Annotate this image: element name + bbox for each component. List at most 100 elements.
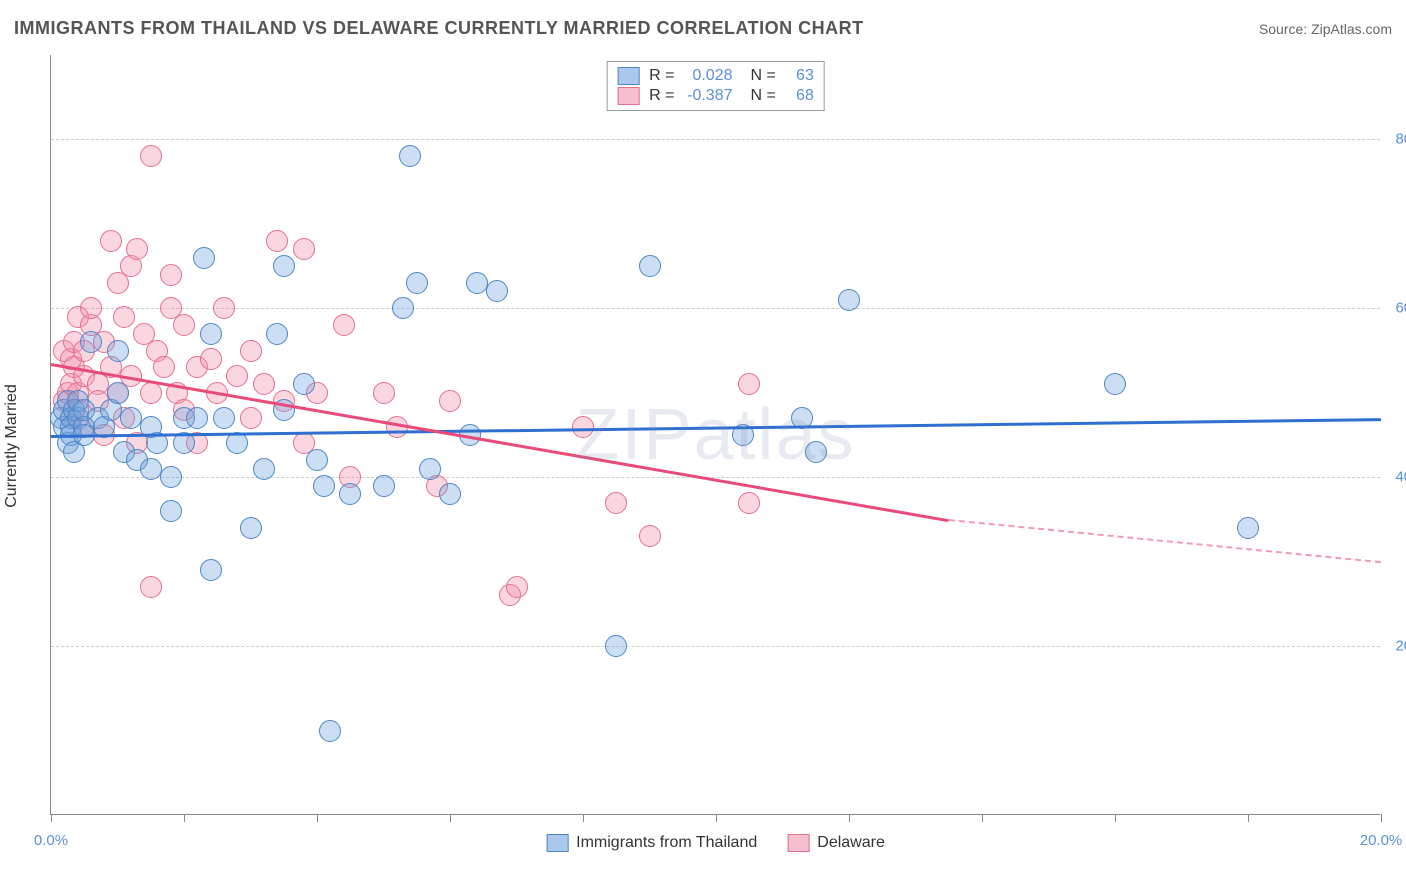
n-value: 63 — [786, 67, 814, 85]
swatch-delaware — [617, 87, 639, 105]
data-point-thailand — [240, 517, 262, 539]
data-point-delaware — [253, 373, 275, 395]
data-point-thailand — [639, 255, 661, 277]
data-point-delaware — [80, 297, 102, 319]
legend-label: Immigrants from Thailand — [576, 834, 757, 852]
swatch-thailand — [546, 834, 568, 852]
y-tick-label: 20.0% — [1395, 638, 1406, 655]
x-tick — [51, 814, 52, 822]
x-tick-label: 0.0% — [34, 832, 68, 849]
data-point-delaware — [373, 382, 395, 404]
r-value: 0.028 — [685, 67, 733, 85]
y-axis-title: Currently Married — [3, 384, 21, 508]
data-point-delaware — [439, 390, 461, 412]
data-point-thailand — [439, 483, 461, 505]
data-point-thailand — [313, 475, 335, 497]
legend-label: Delaware — [817, 834, 885, 852]
data-point-thailand — [406, 272, 428, 294]
data-point-delaware — [240, 407, 262, 429]
data-point-thailand — [213, 407, 235, 429]
data-point-delaware — [173, 314, 195, 336]
data-point-delaware — [113, 306, 135, 328]
x-tick — [184, 814, 185, 822]
n-label: N = — [751, 87, 776, 105]
data-point-delaware — [160, 264, 182, 286]
data-point-delaware — [100, 230, 122, 252]
data-point-delaware — [266, 230, 288, 252]
r-label: R = — [649, 87, 674, 105]
data-point-delaware — [639, 525, 661, 547]
source-label: Source: — [1259, 21, 1311, 37]
data-point-thailand — [486, 280, 508, 302]
data-point-thailand — [80, 331, 102, 353]
data-point-thailand — [319, 720, 341, 742]
legend-bottom: Immigrants from Thailand Delaware — [546, 834, 885, 852]
data-point-thailand — [160, 500, 182, 522]
data-point-delaware — [738, 492, 760, 514]
data-point-thailand — [399, 145, 421, 167]
data-point-delaware — [140, 382, 162, 404]
x-tick — [317, 814, 318, 822]
n-value: 68 — [786, 87, 814, 105]
data-point-delaware — [506, 576, 528, 598]
data-point-thailand — [107, 340, 129, 362]
y-tick-label: 60.0% — [1395, 300, 1406, 317]
x-tick — [982, 814, 983, 822]
data-point-delaware — [333, 314, 355, 336]
n-label: N = — [751, 67, 776, 85]
data-point-delaware — [140, 145, 162, 167]
chart-plot-area: 20.0%40.0%60.0%80.0%0.0%20.0% ZIPatlas R… — [50, 55, 1380, 815]
data-point-thailand — [107, 382, 129, 404]
chart-title: IMMIGRANTS FROM THAILAND VS DELAWARE CUR… — [14, 18, 864, 39]
x-tick — [1115, 814, 1116, 822]
data-point-delaware — [605, 492, 627, 514]
data-point-delaware — [293, 238, 315, 260]
swatch-delaware — [787, 834, 809, 852]
data-point-delaware — [140, 576, 162, 598]
data-point-delaware — [126, 238, 148, 260]
data-point-thailand — [805, 441, 827, 463]
stats-row-thailand: R =0.028N =63 — [617, 66, 814, 86]
data-point-thailand — [193, 247, 215, 269]
data-point-delaware — [226, 365, 248, 387]
data-point-thailand — [293, 373, 315, 395]
data-point-delaware — [153, 356, 175, 378]
data-point-thailand — [253, 458, 275, 480]
data-point-thailand — [419, 458, 441, 480]
gridline-horizontal — [51, 308, 1380, 309]
gridline-horizontal — [51, 646, 1380, 647]
data-point-thailand — [160, 466, 182, 488]
data-point-thailand — [306, 449, 328, 471]
x-tick — [849, 814, 850, 822]
data-point-thailand — [226, 432, 248, 454]
source-attribution: Source: ZipAtlas.com — [1259, 21, 1392, 37]
data-point-thailand — [339, 483, 361, 505]
data-point-delaware — [200, 348, 222, 370]
data-point-thailand — [373, 475, 395, 497]
y-tick-label: 40.0% — [1395, 469, 1406, 486]
data-point-delaware — [572, 416, 594, 438]
data-point-thailand — [120, 407, 142, 429]
data-point-thailand — [273, 255, 295, 277]
y-tick-label: 80.0% — [1395, 131, 1406, 148]
x-tick — [1248, 814, 1249, 822]
swatch-thailand — [617, 67, 639, 85]
trendline-extrapolation-delaware — [949, 519, 1381, 563]
correlation-stats-box: R = 0.028 N = 63R = -0.387 N = 68 — [606, 61, 825, 111]
gridline-horizontal — [51, 139, 1380, 140]
data-point-thailand — [140, 458, 162, 480]
data-point-thailand — [186, 407, 208, 429]
stats-row-delaware: R = -0.387 N = 68 — [617, 86, 814, 106]
x-tick — [583, 814, 584, 822]
chart-header: IMMIGRANTS FROM THAILAND VS DELAWARE CUR… — [14, 18, 1392, 39]
source-value: ZipAtlas.com — [1311, 21, 1392, 37]
data-point-delaware — [240, 340, 262, 362]
data-point-thailand — [1104, 373, 1126, 395]
data-point-thailand — [266, 323, 288, 345]
data-point-thailand — [605, 635, 627, 657]
data-point-thailand — [1237, 517, 1259, 539]
x-tick-label: 20.0% — [1360, 832, 1403, 849]
data-point-thailand — [466, 272, 488, 294]
r-value: -0.387 — [685, 87, 733, 105]
legend-item-thailand: Immigrants from Thailand — [546, 834, 757, 852]
